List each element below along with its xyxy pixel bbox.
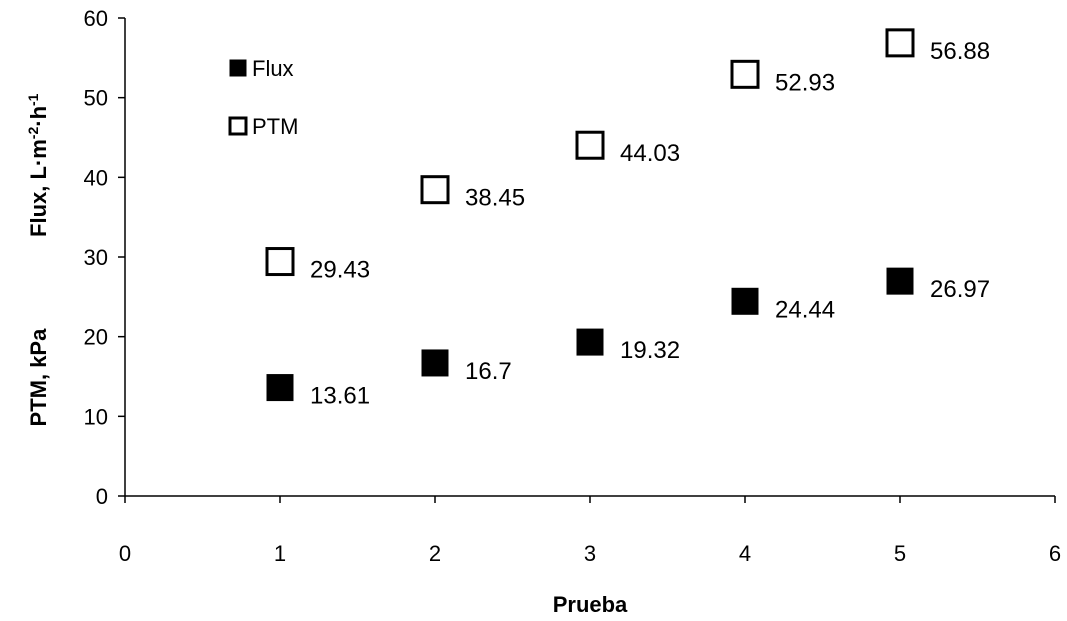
ptm-point [575, 130, 605, 160]
ptm-point [420, 175, 450, 205]
flux-data-label: 13.61 [310, 383, 370, 410]
x-tick-label: 6 [1049, 541, 1061, 566]
x-tick-label: 4 [739, 541, 751, 566]
x-tick-label: 1 [274, 541, 286, 566]
svg-text:PTM, kPa Flux, L: PTM, kPa Flux, L·m-2·h-1 [25, 93, 51, 426]
ptm-data-label: 38.45 [465, 185, 525, 212]
flux-point [731, 287, 759, 315]
flux-data-label: 26.97 [930, 276, 990, 303]
y-tick-label: 0 [96, 484, 108, 509]
y-tick-label: 50 [84, 86, 108, 111]
ptm-point [265, 247, 295, 277]
x-tick-label: 0 [119, 541, 131, 566]
y-axis-title-flux: Flux, L·m [26, 139, 51, 237]
ticks: 0 10 20 30 40 50 60 0 1 2 3 4 5 6 [84, 6, 1062, 566]
legend-flux-label: Flux [252, 56, 294, 81]
x-tick-label: 3 [584, 541, 596, 566]
flux-point [576, 328, 604, 356]
flux-point [421, 349, 449, 377]
axes [124, 18, 1055, 497]
x-axis-title: Prueba [553, 592, 628, 617]
flux-point [266, 374, 294, 402]
y-tick-label: 30 [84, 245, 108, 270]
ptm-data-label: 52.93 [775, 69, 835, 96]
y-axis-title-exp1: -2 [25, 127, 41, 140]
y-tick-label: 10 [84, 404, 108, 429]
y-axis-title-ptm: PTM, kPa [26, 328, 51, 427]
y-axis-title: PTM, kPa Flux, L·m-2·h-1 [25, 93, 51, 426]
flux-data-label: 16.7 [465, 358, 512, 385]
legend-ptm-marker [228, 116, 248, 136]
flux-data-label: 19.32 [620, 337, 680, 364]
ptm-point [730, 59, 760, 89]
flux-point [886, 267, 914, 295]
ptm-data-label: 29.43 [310, 257, 370, 284]
y-tick-label: 20 [84, 325, 108, 350]
y-axis-title-gap [26, 237, 51, 329]
y-axis-title-mid: ·h [26, 106, 51, 127]
legend: Flux PTM [228, 56, 298, 139]
flux-data-label: 24.44 [775, 296, 835, 323]
y-axis-title-exp2: -1 [25, 93, 41, 106]
x-tick-label: 5 [894, 541, 906, 566]
y-tick-label: 40 [84, 165, 108, 190]
ptm-data-label: 56.88 [930, 38, 990, 65]
data-labels: 13.61 16.7 19.32 24.44 26.97 29.43 38.45 44.03 5… [310, 38, 990, 410]
y-tick-label: 60 [84, 6, 108, 31]
legend-flux-marker [229, 59, 247, 77]
data-points [265, 28, 915, 402]
legend-ptm-label: PTM [252, 114, 298, 139]
ptm-data-label: 44.03 [620, 140, 680, 167]
x-tick-label: 2 [429, 541, 441, 566]
ptm-point [885, 28, 915, 58]
